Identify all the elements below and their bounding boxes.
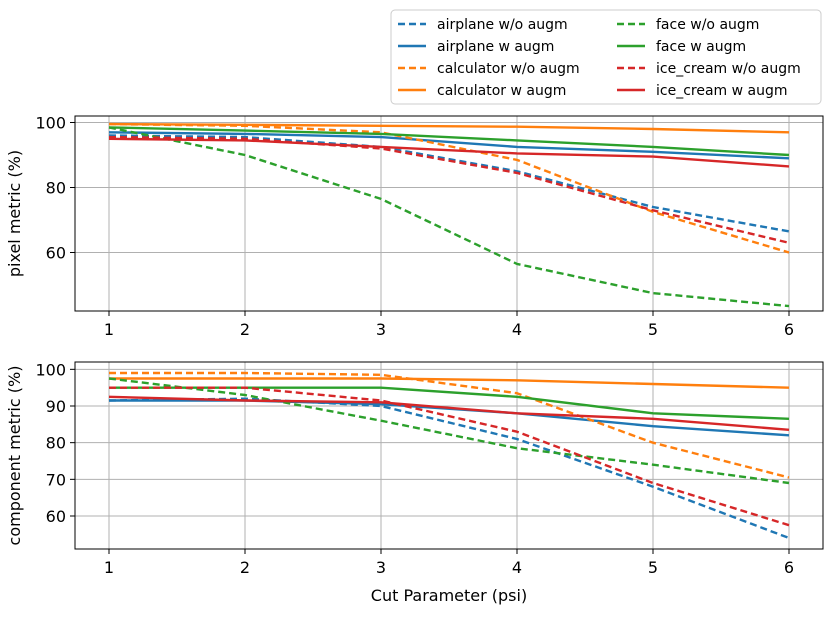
legend-box — [390, 9, 822, 105]
legend-item-face-w-augm: face w augm — [617, 39, 746, 55]
legend-item-airplane-w-o-augm: airplane w/o augm — [398, 17, 568, 33]
legend-label: face w/o augm — [656, 17, 759, 33]
legend-item-face-w-o-augm: face w/o augm — [617, 17, 759, 33]
pixel-metric-panel: 1 2 3 4 5 6 60 80 100 pixel metric (%) — [5, 114, 824, 339]
component-x-tick-label: 5 — [648, 558, 658, 577]
component-x-axis-label: Cut Parameter (psi) — [371, 586, 527, 605]
component-x-tick-label: 6 — [784, 558, 794, 577]
legend-item-ice-cream-w-o-augm: ice_cream w/o augm — [617, 61, 801, 77]
pixel-x-tick-label: 2 — [240, 320, 250, 339]
component-series-ice-cream-w-augm — [108, 395, 790, 431]
component-y-tick-label: 80 — [46, 434, 66, 453]
component-x-tick-label: 1 — [104, 558, 114, 577]
component-series-ice-cream-w-o-augm — [109, 386, 790, 527]
component-y-tick-label: 90 — [46, 397, 66, 416]
legend-item-airplane-w-augm: airplane w augm — [398, 39, 554, 55]
component-y-tick-label: 100 — [35, 360, 66, 379]
legend-item-calculator-w-o-augm: calculator w/o augm — [398, 61, 580, 77]
pixel-series-face-w-o-augm — [108, 126, 790, 308]
pixel-x-tick-label: 6 — [784, 320, 794, 339]
pixel-y-tick-label: 100 — [35, 114, 66, 133]
legend-item-ice-cream-w-augm: ice_cream w augm — [617, 83, 788, 99]
legend: airplane w/o augm airplane w augm calculat… — [390, 9, 822, 105]
legend-label: airplane w augm — [437, 39, 554, 55]
component-metric-panel: 1 2 3 4 5 6 60 70 80 90 100 component metric (%) Cut… — [5, 360, 824, 605]
pixel-x-tick-label: 4 — [512, 320, 522, 339]
component-axes-frame — [74, 361, 824, 550]
component-y-tick-label: 70 — [46, 470, 66, 489]
component-series-face-w-o-augm — [108, 377, 790, 485]
pixel-x-tick-label: 5 — [648, 320, 658, 339]
pixel-series-airplane-w-o-augm — [108, 134, 790, 233]
pixel-series-airplane-w-augm — [108, 131, 790, 160]
component-series-face-w-augm — [109, 386, 790, 420]
legend-label: ice_cream w augm — [656, 83, 788, 99]
component-y-axis-label: component metric (%) — [5, 366, 24, 546]
pixel-axes-frame — [74, 115, 824, 312]
pixel-y-tick-label: 80 — [46, 179, 66, 198]
component-y-tick-label: 60 — [46, 507, 66, 526]
pixel-series-ice-cream-w-o-augm — [108, 135, 790, 244]
component-series-calculator-w-augm — [109, 377, 790, 389]
component-series-calculator-w-o-augm — [109, 371, 790, 479]
pixel-series-calculator-w-o-augm — [108, 122, 790, 254]
legend-label: face w augm — [656, 39, 746, 55]
pixel-series-face-w-augm — [108, 126, 790, 157]
component-x-tick-label: 3 — [376, 558, 386, 577]
pixel-x-tick-label: 3 — [376, 320, 386, 339]
legend-label: ice_cream w/o augm — [656, 61, 801, 77]
pixel-y-axis-label: pixel metric (%) — [5, 150, 24, 277]
legend-label: calculator w/o augm — [437, 61, 580, 77]
component-x-tick-label: 4 — [512, 558, 522, 577]
legend-label: calculator w augm — [437, 83, 566, 99]
pixel-series-ice-cream-w-augm — [108, 137, 790, 168]
component-x-tick-label: 2 — [240, 558, 250, 577]
pixel-series-calculator-w-augm — [108, 122, 790, 134]
legend-label: airplane w/o augm — [437, 17, 568, 33]
pixel-y-tick-label: 60 — [46, 244, 66, 263]
pixel-x-tick-label: 1 — [104, 320, 114, 339]
legend-item-calculator-w-augm: calculator w augm — [398, 83, 566, 99]
